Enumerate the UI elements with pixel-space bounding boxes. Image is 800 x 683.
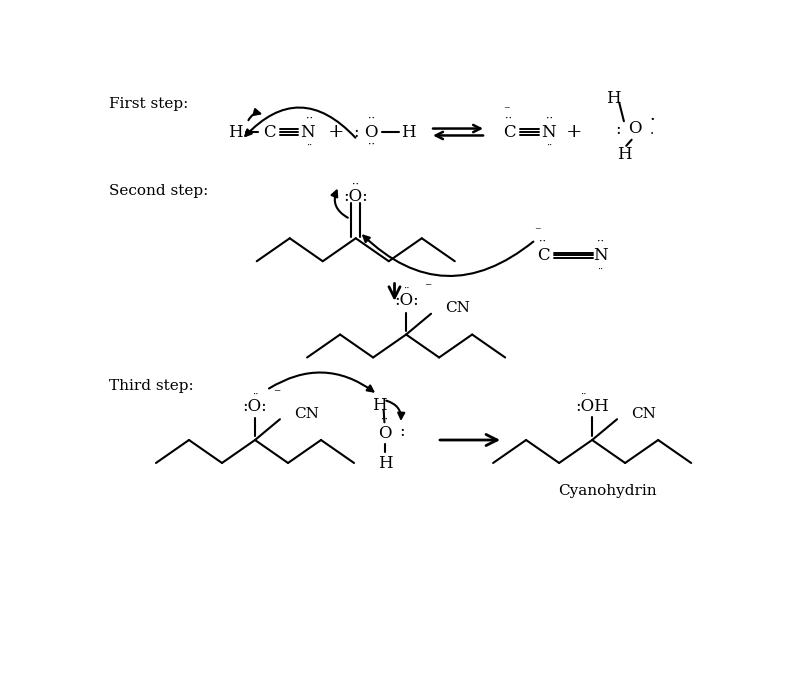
Text: H: H	[372, 397, 386, 414]
Text: O: O	[628, 120, 642, 137]
Text: ··: ··	[598, 264, 604, 274]
Text: H: H	[228, 124, 243, 141]
Text: ··: ··	[597, 236, 604, 247]
Text: ··: ··	[505, 114, 512, 124]
Text: CN: CN	[631, 407, 656, 421]
Text: :: :	[353, 124, 358, 141]
Text: N: N	[300, 124, 315, 141]
Text: ⁻: ⁻	[424, 281, 431, 295]
Text: H: H	[618, 146, 632, 163]
Text: C: C	[503, 124, 515, 141]
Text: ··: ··	[579, 389, 586, 398]
Text: H: H	[401, 124, 416, 141]
Text: H: H	[606, 90, 620, 107]
Text: :OH: :OH	[575, 398, 609, 415]
Text: First step:: First step:	[110, 96, 189, 111]
Text: C: C	[262, 124, 275, 141]
Text: O: O	[378, 425, 392, 442]
Text: :O:: :O:	[343, 189, 368, 205]
Text: CN: CN	[294, 407, 318, 421]
Text: C: C	[537, 247, 550, 264]
FancyArrowPatch shape	[246, 107, 355, 138]
Text: ·: ·	[650, 126, 654, 141]
Text: ·: ·	[649, 111, 654, 128]
Text: O: O	[365, 124, 378, 141]
Text: CN: CN	[445, 301, 470, 316]
Text: +: +	[328, 123, 345, 141]
Text: ··: ··	[403, 284, 410, 293]
FancyArrowPatch shape	[386, 401, 404, 419]
Text: H: H	[378, 455, 393, 471]
Text: ··: ··	[368, 140, 374, 150]
Text: ··: ··	[539, 236, 546, 247]
FancyArrowPatch shape	[331, 191, 348, 218]
Text: Third step:: Third step:	[110, 379, 194, 393]
Text: ··: ··	[546, 141, 553, 150]
Text: :: :	[399, 423, 405, 440]
FancyArrowPatch shape	[363, 236, 534, 276]
Text: ··: ··	[546, 114, 553, 124]
Text: ··: ··	[381, 415, 388, 425]
Text: :O:: :O:	[394, 292, 418, 309]
Text: Second step:: Second step:	[110, 184, 209, 197]
Text: ··: ··	[306, 114, 313, 124]
Text: ··: ··	[352, 180, 359, 189]
Text: ··: ··	[252, 389, 258, 398]
Text: N: N	[594, 247, 608, 264]
Text: ··: ··	[306, 141, 312, 150]
Text: ⁻: ⁻	[273, 387, 280, 401]
FancyArrowPatch shape	[249, 109, 260, 120]
Text: :O:: :O:	[242, 398, 267, 415]
Text: :: :	[615, 121, 621, 138]
FancyArrowPatch shape	[269, 372, 374, 391]
Text: ⁻: ⁻	[502, 104, 510, 117]
Text: Cyanohydrin: Cyanohydrin	[558, 484, 657, 498]
Text: ··: ··	[368, 114, 374, 124]
Text: ⁻: ⁻	[534, 225, 541, 238]
Text: +: +	[566, 123, 582, 141]
Text: N: N	[541, 124, 555, 141]
